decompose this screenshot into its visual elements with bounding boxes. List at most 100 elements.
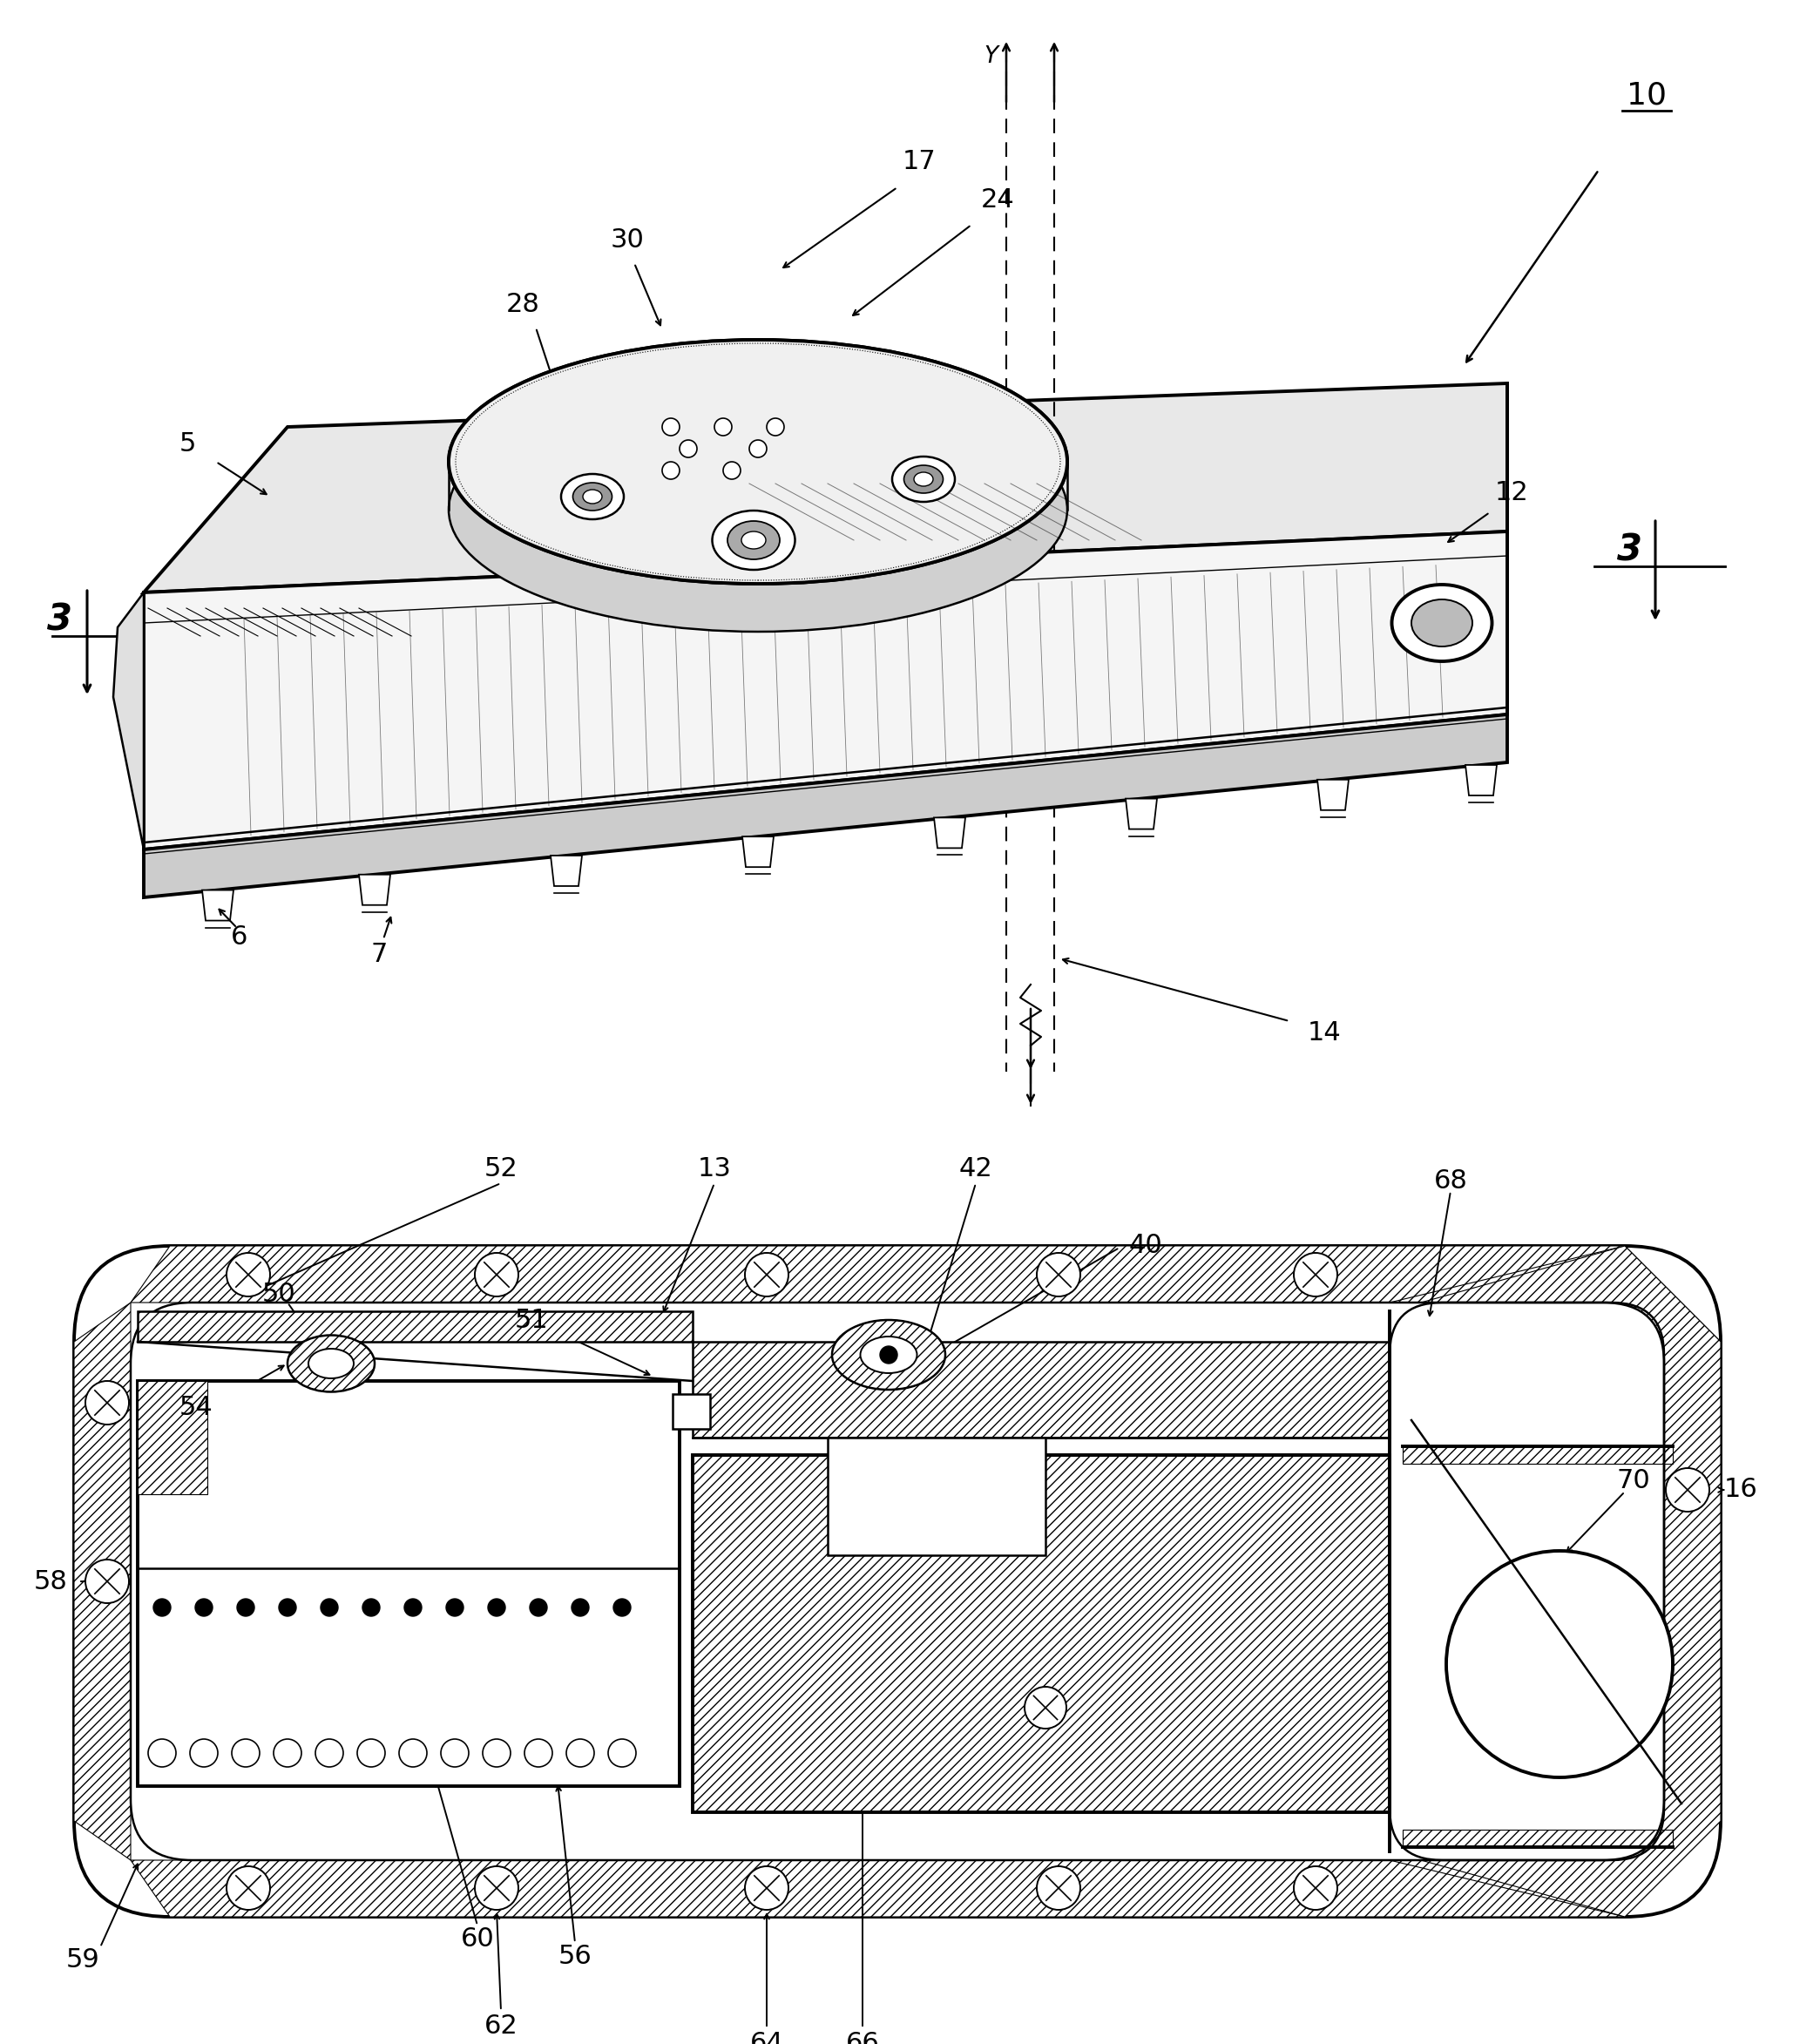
Circle shape (1036, 1253, 1081, 1296)
Text: 7: 7 (371, 942, 387, 967)
Circle shape (1024, 1686, 1067, 1729)
Circle shape (321, 1598, 339, 1617)
Circle shape (226, 1866, 271, 1909)
Text: 30: 30 (610, 227, 644, 251)
Circle shape (1295, 1866, 1338, 1909)
FancyBboxPatch shape (1393, 1312, 1624, 1852)
Circle shape (441, 1739, 468, 1766)
Circle shape (880, 1347, 896, 1363)
Circle shape (403, 1598, 421, 1617)
Text: 64: 64 (749, 2030, 784, 2044)
Circle shape (662, 462, 680, 478)
Text: 52: 52 (484, 1157, 518, 1181)
Circle shape (149, 1739, 176, 1766)
Text: 70: 70 (1617, 1468, 1650, 1494)
Circle shape (226, 1253, 271, 1296)
Circle shape (1666, 1468, 1709, 1513)
Circle shape (749, 439, 767, 458)
Circle shape (446, 1598, 464, 1617)
Circle shape (662, 419, 680, 435)
Polygon shape (934, 818, 965, 848)
Polygon shape (1465, 764, 1497, 795)
Circle shape (723, 462, 741, 478)
Circle shape (744, 1866, 789, 1909)
Circle shape (400, 1739, 427, 1766)
Circle shape (680, 439, 697, 458)
Text: 28: 28 (506, 292, 540, 317)
Polygon shape (692, 1455, 1390, 1813)
Circle shape (274, 1739, 301, 1766)
Polygon shape (143, 384, 1508, 593)
Circle shape (357, 1739, 385, 1766)
Text: 51: 51 (515, 1308, 549, 1333)
Circle shape (482, 1739, 511, 1766)
Ellipse shape (893, 456, 956, 503)
Circle shape (231, 1739, 260, 1766)
Circle shape (1295, 1253, 1338, 1296)
Polygon shape (131, 1860, 1664, 1917)
Text: 5: 5 (179, 431, 195, 458)
Text: Y: Y (984, 45, 997, 67)
Ellipse shape (287, 1335, 375, 1392)
Circle shape (608, 1739, 637, 1766)
Circle shape (278, 1598, 296, 1617)
Ellipse shape (448, 388, 1067, 632)
Circle shape (1036, 1866, 1081, 1909)
Text: 3: 3 (47, 603, 72, 638)
Circle shape (529, 1598, 547, 1617)
Ellipse shape (308, 1349, 353, 1378)
Ellipse shape (861, 1337, 916, 1374)
Text: 14: 14 (1307, 1020, 1341, 1044)
Circle shape (714, 419, 732, 435)
Polygon shape (742, 836, 773, 867)
Text: 12: 12 (1495, 480, 1528, 505)
Circle shape (1447, 1551, 1673, 1778)
Polygon shape (550, 856, 583, 885)
Circle shape (190, 1739, 217, 1766)
Text: 17: 17 (902, 149, 936, 174)
Text: 24: 24 (981, 188, 1015, 213)
Ellipse shape (728, 521, 780, 560)
Text: 54: 54 (179, 1394, 213, 1421)
Polygon shape (138, 1312, 692, 1341)
Text: 60: 60 (461, 1925, 495, 1952)
Text: 59: 59 (66, 1948, 100, 1972)
Polygon shape (1390, 1247, 1721, 1917)
Polygon shape (672, 1394, 710, 1429)
Text: 16: 16 (1723, 1478, 1757, 1502)
Polygon shape (113, 593, 143, 850)
FancyBboxPatch shape (131, 1302, 1664, 1860)
Ellipse shape (904, 466, 943, 493)
Text: 50: 50 (262, 1282, 296, 1306)
Circle shape (525, 1739, 552, 1766)
Ellipse shape (712, 511, 794, 570)
Circle shape (475, 1866, 518, 1909)
Circle shape (744, 1253, 789, 1296)
Ellipse shape (914, 472, 932, 486)
Text: 10: 10 (1626, 82, 1667, 110)
Text: 3: 3 (1617, 531, 1642, 568)
Circle shape (316, 1739, 342, 1766)
Text: 40: 40 (1130, 1233, 1162, 1259)
Text: 62: 62 (484, 2013, 518, 2038)
Text: 68: 68 (1434, 1167, 1467, 1194)
Polygon shape (143, 531, 1508, 850)
Circle shape (362, 1598, 380, 1617)
Circle shape (154, 1598, 170, 1617)
Circle shape (475, 1253, 518, 1296)
Polygon shape (1318, 779, 1348, 809)
Polygon shape (692, 1341, 1390, 1437)
Text: 42: 42 (959, 1157, 993, 1181)
Ellipse shape (742, 531, 766, 550)
Polygon shape (131, 1247, 1664, 1302)
Polygon shape (359, 875, 391, 905)
Polygon shape (143, 715, 1508, 897)
Text: 58: 58 (34, 1568, 68, 1594)
Polygon shape (74, 1302, 131, 1860)
Circle shape (86, 1382, 129, 1425)
Text: 6: 6 (231, 924, 247, 948)
Bar (828, 1437, 1045, 1555)
Ellipse shape (448, 339, 1067, 585)
Polygon shape (203, 889, 233, 920)
Circle shape (567, 1739, 593, 1766)
